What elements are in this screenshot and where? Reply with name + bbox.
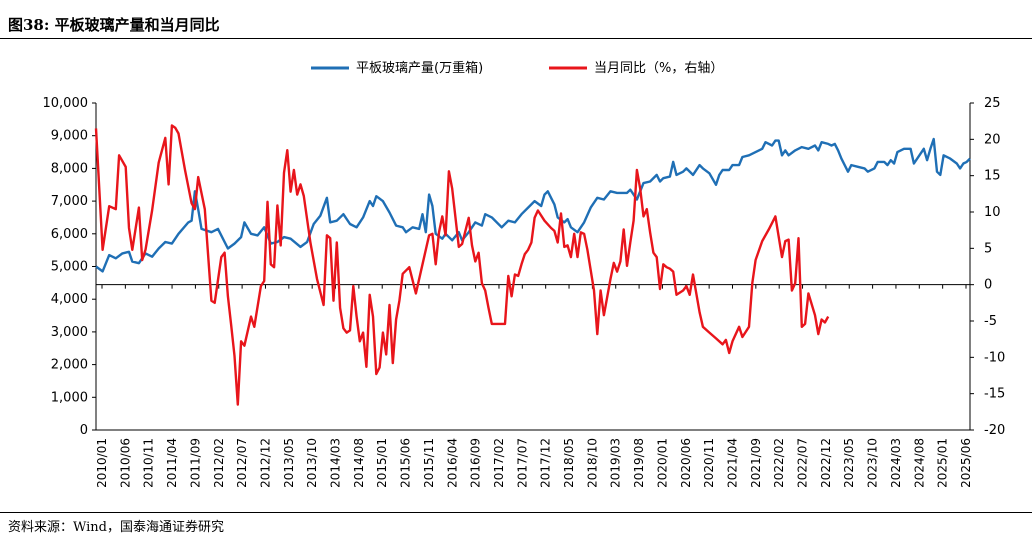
x-tick-label: 2021/09 (749, 438, 763, 488)
x-tick-label: 2010/06 (118, 438, 132, 488)
x-tick-label: 2013/05 (282, 438, 296, 488)
production-line (95, 137, 971, 273)
x-tick-label: 2017/02 (492, 438, 506, 488)
left-axis: 0 1,000 2,000 3,000 4,000 5,000 6,000 7,000 8,00… (43, 96, 97, 438)
x-tick-label: 2012/12 (258, 438, 272, 488)
right-tick-label: -5 (984, 314, 997, 329)
x-tick-label: 2015/01 (375, 438, 389, 488)
x-tick-label: 2018/10 (585, 438, 599, 488)
right-tick-label: 20 (984, 132, 1001, 147)
yoy-line (94, 124, 830, 406)
x-tick-label: 2024/08 (912, 438, 926, 488)
x-axis: 2010/01 2010/06 2010/11 2011/04 2011/09 2012/… (95, 284, 973, 488)
x-tick-label: 2018/05 (562, 438, 576, 488)
x-tick-label: 2023/05 (842, 438, 856, 488)
x-tick-label: 2020/01 (655, 438, 669, 488)
right-tick-label: -15 (984, 387, 1005, 402)
right-tick-label: 5 (984, 241, 992, 256)
right-tick-label: 0 (984, 278, 992, 293)
right-tick-label: 25 (984, 96, 1001, 111)
x-tick-label: 2012/02 (212, 438, 226, 488)
x-tick-label: 2013/10 (305, 438, 319, 488)
x-tick-label: 2019/03 (609, 438, 623, 488)
x-tick-label: 2025/06 (959, 438, 973, 488)
left-tick-label: 7,000 (51, 194, 88, 209)
legend: 平板玻璃产量(万重箱) 当月同比（%，右轴） (311, 60, 723, 76)
chart-area: 0 1,000 2,000 3,000 4,000 5,000 6,000 7,000 8,00… (43, 60, 1006, 488)
x-tick-label: 2019/08 (632, 438, 646, 488)
right-tick-label: 10 (984, 205, 1001, 220)
x-tick-label: 2022/07 (796, 438, 810, 488)
x-tick-label: 2022/02 (772, 438, 786, 488)
x-tick-label: 2011/09 (188, 438, 202, 488)
title-divider (0, 38, 1032, 39)
x-tick-label: 2015/06 (399, 438, 413, 488)
source-divider (0, 512, 1032, 513)
x-tick-label: 2014/03 (329, 438, 343, 488)
x-tick-label: 2017/12 (539, 438, 553, 488)
left-tick-label: 4,000 (51, 292, 88, 307)
legend-label: 当月同比（%，右轴） (594, 61, 723, 76)
x-tick-label: 2012/07 (235, 438, 249, 488)
right-tick-label: -10 (984, 350, 1005, 365)
series-layer (94, 124, 971, 406)
x-tick-label: 2022/12 (819, 438, 833, 488)
x-tick-label: 2020/11 (702, 438, 716, 488)
right-tick-label: 15 (984, 169, 1001, 184)
left-tick-label: 10,000 (43, 96, 89, 111)
left-tick-label: 5,000 (51, 260, 88, 275)
x-tick-label: 2010/01 (95, 438, 109, 488)
x-tick-label: 2017/07 (515, 438, 529, 488)
x-tick-label: 2025/01 (936, 438, 950, 488)
left-tick-label: 2,000 (51, 358, 88, 373)
left-tick-label: 9,000 (51, 129, 88, 144)
left-tick-label: 1,000 (51, 390, 88, 405)
x-tick-label: 2016/09 (469, 438, 483, 488)
left-tick-label: 3,000 (51, 325, 88, 340)
x-tick-label: 2015/11 (422, 438, 436, 488)
x-tick-label: 2011/04 (165, 438, 179, 488)
right-tick-label: -20 (984, 423, 1005, 438)
left-tick-label: 0 (80, 423, 88, 438)
x-tick-label: 2023/10 (866, 438, 880, 488)
right-axis: -20 -15 -10 -5 0 5 10 15 20 25 (969, 96, 1005, 438)
x-tick-label: 2016/04 (445, 438, 459, 488)
x-tick-label: 2024/03 (889, 438, 903, 488)
x-tick-label: 2014/08 (352, 438, 366, 488)
left-tick-label: 6,000 (51, 227, 88, 242)
source-note: 资料来源：Wind，国泰海通证券研究 (8, 520, 224, 535)
x-tick-label: 2020/06 (679, 438, 693, 488)
x-tick-label: 2021/04 (725, 438, 739, 488)
x-tick-label: 2010/11 (142, 438, 156, 488)
left-tick-label: 8,000 (51, 161, 88, 176)
legend-label: 平板玻璃产量(万重箱) (356, 60, 483, 76)
chart-title: 图38: 平板玻璃产量和当月同比 (8, 16, 220, 34)
